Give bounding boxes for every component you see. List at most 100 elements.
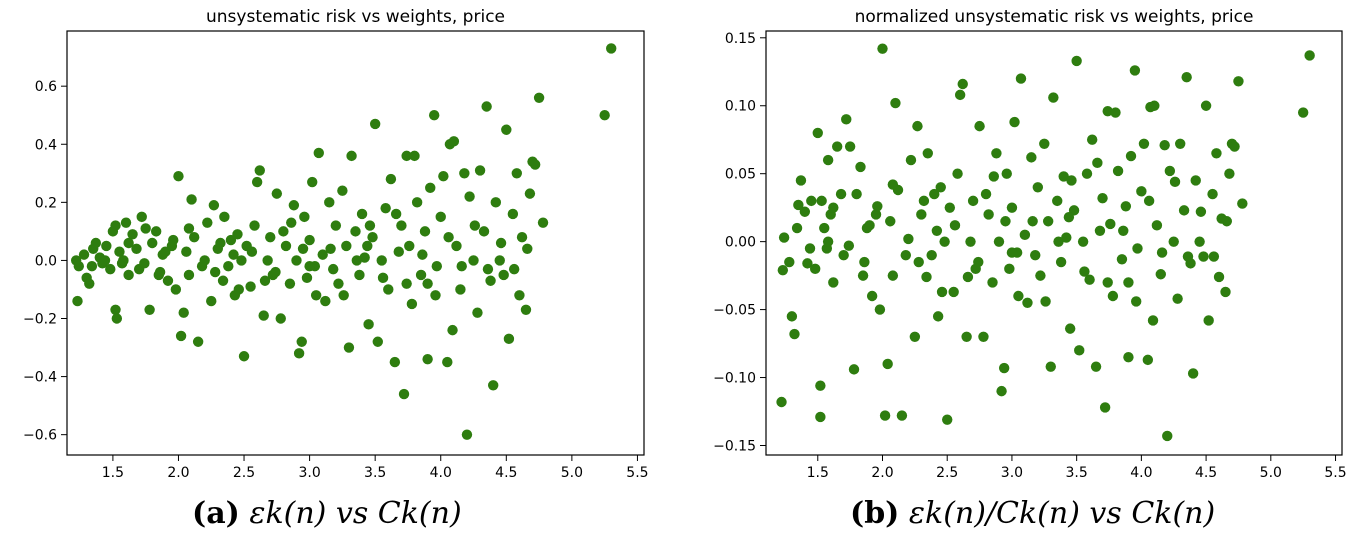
data-point: [296, 336, 307, 347]
data-point: [341, 240, 352, 252]
x-tick-label: 3.0: [298, 465, 320, 481]
data-point: [835, 188, 847, 200]
data-point: [973, 256, 984, 268]
data-point: [140, 223, 151, 234]
data-point: [1074, 345, 1085, 356]
data-point: [343, 342, 355, 353]
data-point: [448, 136, 460, 147]
data-point: [1213, 271, 1225, 283]
data-point: [259, 275, 271, 286]
data-point: [1102, 277, 1113, 288]
data-point: [1172, 293, 1183, 304]
data-point: [501, 124, 512, 135]
data-point: [882, 358, 893, 370]
x-tick-label: 2.5: [936, 465, 958, 481]
data-point: [280, 240, 292, 252]
y-tick-label: 0.0: [35, 253, 57, 269]
data-point: [1182, 251, 1194, 262]
data-point: [1203, 315, 1214, 326]
data-point: [789, 328, 800, 340]
data-point: [168, 234, 179, 246]
data-point: [275, 313, 286, 324]
data-point: [1099, 402, 1111, 413]
data-point: [206, 295, 217, 307]
data-point: [1125, 150, 1137, 162]
data-point: [233, 284, 244, 295]
data-point: [459, 168, 470, 179]
data-point: [942, 414, 953, 425]
data-point: [1116, 254, 1128, 265]
data-point: [511, 168, 522, 179]
data-point: [912, 120, 923, 132]
data-point: [1013, 290, 1024, 302]
data-point: [401, 150, 412, 162]
data-point: [815, 380, 826, 391]
data-point: [1233, 76, 1244, 87]
data-point: [175, 330, 187, 342]
data-point: [123, 269, 134, 281]
data-point: [916, 209, 927, 220]
data-point: [383, 284, 394, 295]
y-tick-label: −0.2: [23, 312, 57, 328]
data-point: [317, 249, 328, 260]
data-point: [804, 243, 816, 254]
data-point: [111, 313, 123, 324]
data-point: [870, 209, 882, 220]
caption-a-text: εk(n) vs Ck(n): [249, 496, 462, 531]
data-point: [170, 284, 182, 295]
data-point: [150, 226, 162, 237]
data-point: [879, 410, 891, 421]
x-tick-label: 4.0: [430, 465, 452, 481]
data-point: [819, 222, 830, 234]
data-point: [438, 171, 449, 182]
data-point: [1178, 205, 1190, 216]
data-point: [301, 272, 313, 284]
data-point: [799, 206, 811, 217]
data-point: [495, 237, 507, 249]
data-point: [885, 216, 896, 227]
data-point: [431, 261, 443, 272]
data-point: [425, 182, 436, 194]
data-point: [533, 92, 545, 103]
data-point: [461, 429, 473, 440]
data-point: [443, 231, 454, 243]
data-point: [485, 275, 496, 286]
data-point: [456, 261, 467, 272]
data-point: [478, 226, 490, 237]
data-point: [1198, 251, 1209, 262]
data-point: [996, 385, 1007, 397]
data-point: [1061, 232, 1072, 243]
data-point: [806, 195, 817, 207]
data-point: [909, 331, 921, 342]
data-point: [1118, 225, 1129, 236]
data-point: [468, 255, 479, 266]
data-point: [855, 161, 866, 173]
data-point: [1006, 202, 1018, 213]
data-point: [284, 278, 296, 289]
data-point: [802, 258, 813, 269]
data-point: [404, 240, 415, 252]
data-point: [1221, 216, 1233, 227]
caption-b: (b) εk(n)/Ck(n) vs Ck(n): [850, 496, 1215, 531]
data-point: [1058, 171, 1069, 182]
data-point: [246, 246, 258, 257]
x-tick-label: 4.0: [1130, 465, 1152, 481]
data-point: [304, 261, 315, 272]
data-point: [209, 266, 221, 278]
data-point: [599, 110, 610, 121]
data-point: [356, 208, 368, 220]
data-point: [932, 311, 944, 322]
data-point: [455, 284, 466, 295]
data-point: [367, 231, 378, 243]
data-point: [245, 281, 256, 292]
data-point: [350, 226, 361, 237]
data-point: [389, 356, 401, 368]
data-point: [173, 171, 184, 182]
data-point: [105, 263, 116, 275]
data-point: [1211, 148, 1222, 159]
data-point: [905, 154, 917, 166]
plot-frame: [66, 30, 645, 456]
data-point: [430, 290, 441, 301]
data-point: [778, 232, 790, 243]
